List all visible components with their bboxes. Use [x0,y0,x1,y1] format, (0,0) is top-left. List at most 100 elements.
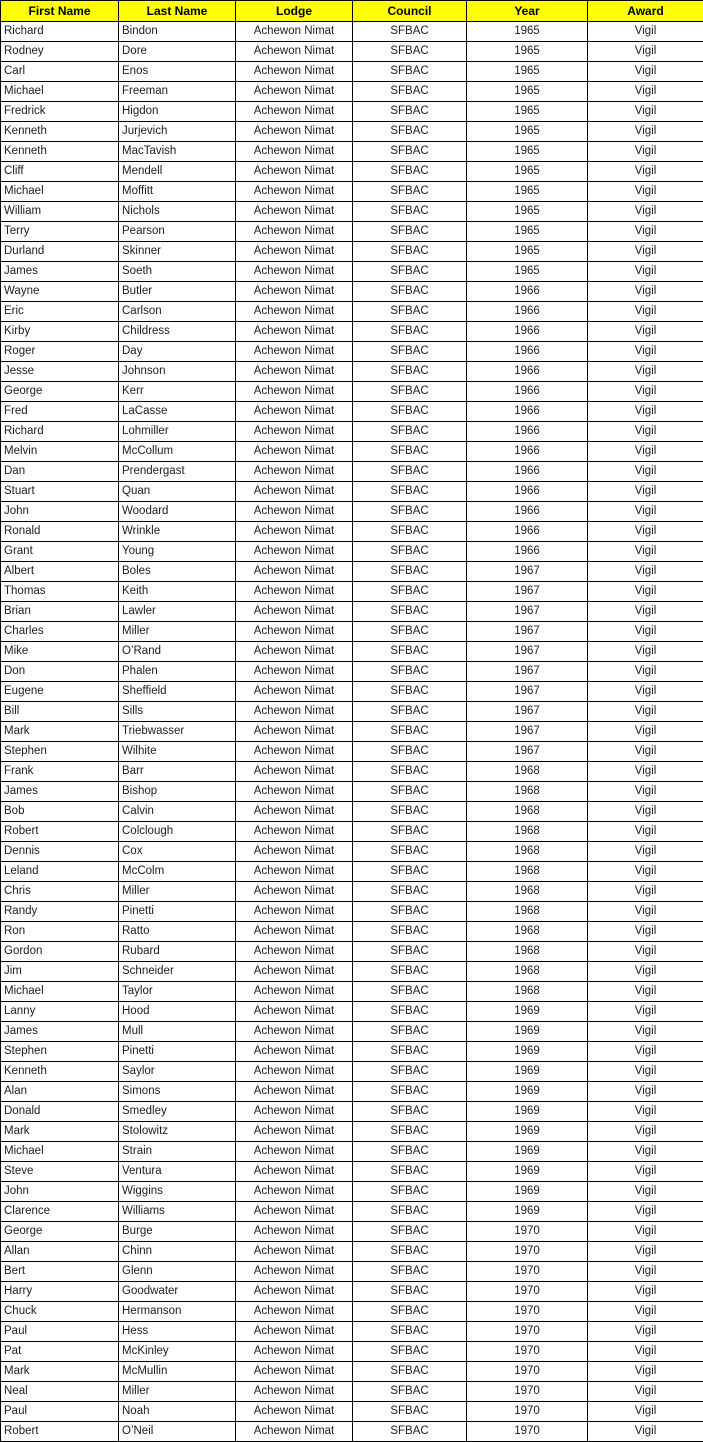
cell-council: SFBAC [353,1262,467,1282]
cell-council: SFBAC [353,382,467,402]
cell-year: 1968 [467,862,588,882]
cell-year: 1965 [467,22,588,42]
cell-award: Vigil [588,902,703,922]
cell-award: Vigil [588,1022,703,1042]
cell-last-name: Bindon [119,22,236,42]
cell-award: Vigil [588,1182,703,1202]
cell-last-name: Bishop [119,782,236,802]
cell-lodge: Achewon Nimat [236,642,353,662]
cell-award: Vigil [588,742,703,762]
cell-award: Vigil [588,1082,703,1102]
cell-council: SFBAC [353,862,467,882]
cell-first-name: Eugene [1,682,119,702]
cell-award: Vigil [588,822,703,842]
cell-first-name: Frank [1,762,119,782]
cell-last-name: Young [119,542,236,562]
cell-award: Vigil [588,1242,703,1262]
cell-council: SFBAC [353,1222,467,1242]
cell-award: Vigil [588,642,703,662]
cell-last-name: McMullin [119,1362,236,1382]
cell-award: Vigil [588,602,703,622]
cell-first-name: Carl [1,62,119,82]
cell-council: SFBAC [353,1202,467,1222]
cell-lodge: Achewon Nimat [236,802,353,822]
cell-lodge: Achewon Nimat [236,862,353,882]
cell-last-name: Rubard [119,942,236,962]
cell-last-name: Wiggins [119,1182,236,1202]
cell-first-name: John [1,502,119,522]
cell-last-name: LaCasse [119,402,236,422]
cell-first-name: Kenneth [1,122,119,142]
cell-last-name: Mendell [119,162,236,182]
cell-council: SFBAC [353,222,467,242]
cell-council: SFBAC [353,962,467,982]
cell-last-name: Johnson [119,362,236,382]
cell-award: Vigil [588,802,703,822]
cell-lodge: Achewon Nimat [236,1182,353,1202]
cell-year: 1965 [467,262,588,282]
cell-first-name: Kenneth [1,142,119,162]
cell-award: Vigil [588,922,703,942]
cell-year: 1970 [467,1322,588,1342]
cell-last-name: Enos [119,62,236,82]
cell-lodge: Achewon Nimat [236,1382,353,1402]
cell-year: 1966 [467,462,588,482]
cell-council: SFBAC [353,502,467,522]
cell-award: Vigil [588,1162,703,1182]
cell-year: 1970 [467,1282,588,1302]
cell-award: Vigil [588,1282,703,1302]
cell-council: SFBAC [353,162,467,182]
cell-last-name: Cox [119,842,236,862]
cell-lodge: Achewon Nimat [236,442,353,462]
cell-council: SFBAC [353,462,467,482]
cell-council: SFBAC [353,1302,467,1322]
cell-award: Vigil [588,222,703,242]
cell-year: 1968 [467,922,588,942]
cell-lodge: Achewon Nimat [236,1122,353,1142]
cell-award: Vigil [588,402,703,422]
cell-first-name: Fred [1,402,119,422]
cell-last-name: Ratto [119,922,236,942]
cell-first-name: Wayne [1,282,119,302]
cell-last-name: Miller [119,622,236,642]
cell-award: Vigil [588,762,703,782]
cell-lodge: Achewon Nimat [236,342,353,362]
cell-lodge: Achewon Nimat [236,1402,353,1422]
cell-first-name: Pat [1,1342,119,1362]
cell-award: Vigil [588,1262,703,1282]
cell-year: 1967 [467,702,588,722]
cell-year: 1970 [467,1342,588,1362]
cell-council: SFBAC [353,982,467,1002]
cell-council: SFBAC [353,322,467,342]
cell-award: Vigil [588,422,703,442]
cell-lodge: Achewon Nimat [236,1422,353,1442]
cell-last-name: Boles [119,562,236,582]
cell-council: SFBAC [353,622,467,642]
cell-council: SFBAC [353,942,467,962]
cell-award: Vigil [588,1222,703,1242]
cell-last-name: McCollum [119,442,236,462]
cell-year: 1970 [467,1302,588,1322]
cell-award: Vigil [588,182,703,202]
cell-award: Vigil [588,622,703,642]
cell-year: 1966 [467,442,588,462]
cell-first-name: Michael [1,82,119,102]
cell-award: Vigil [588,242,703,262]
cell-award: Vigil [588,982,703,1002]
cell-award: Vigil [588,1202,703,1222]
cell-last-name: Wilhite [119,742,236,762]
cell-first-name: Harry [1,1282,119,1302]
cell-year: 1969 [467,1102,588,1122]
cell-council: SFBAC [353,562,467,582]
cell-first-name: Bill [1,702,119,722]
cell-council: SFBAC [353,102,467,122]
